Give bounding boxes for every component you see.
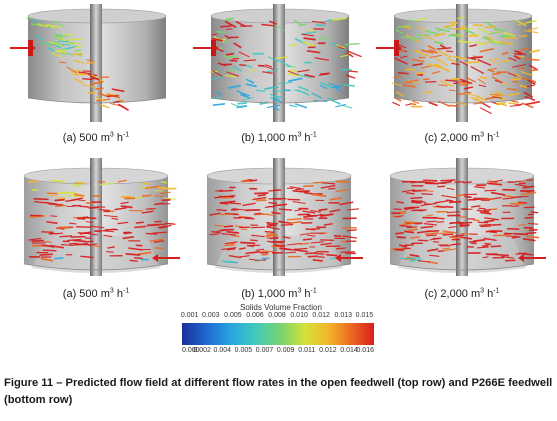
feedwell-render-open-1000 <box>193 4 362 122</box>
legend-tick: 0.002 <box>193 347 211 354</box>
legend-ticks-top: 0.001 0.003 0.005 0.006 0.008 0.010 0.01… <box>180 312 374 322</box>
caption-top-a: (a) 500 m3 h-1 <box>62 131 130 144</box>
legend-tick: 0.001 <box>180 312 199 319</box>
caption-bot-a: (a) 500 m3 h-1 <box>62 287 130 300</box>
caption-bot-c: (c) 2,000 m3 h-1 <box>424 287 500 300</box>
legend-tick: 0.008 <box>268 312 286 319</box>
feedwell-render-p266e-2000 <box>389 158 546 276</box>
panel-p266e-1000 <box>193 158 365 282</box>
legend-tick: 0.007 <box>255 347 274 354</box>
legend-tick: 0.012 <box>319 347 337 354</box>
legend-tick: 0.016 <box>356 347 374 354</box>
legend-tick: 0.000 <box>182 347 200 354</box>
color-scale-bar <box>182 323 374 345</box>
legend-tick: 0.013 <box>334 312 353 319</box>
legend-title: Solids Volume Fraction <box>240 303 322 312</box>
legend-tick: 0.003 <box>202 312 220 319</box>
feedwell-render-open-500 <box>10 4 167 122</box>
caption-top-b: (b) 1,000 m3 h-1 <box>241 131 317 144</box>
legend-tick: 0.012 <box>312 312 330 319</box>
feedwell-render-p266e-500 <box>23 158 180 276</box>
legend-ticks-bottom: 0.000 0.002 0.004 0.005 0.007 0.009 0.01… <box>182 347 374 357</box>
feedwell-render-p266e-1000 <box>206 158 363 276</box>
panel-p266e-2000 <box>376 158 548 282</box>
legend-tick: 0.011 <box>298 347 316 354</box>
solids-fraction-legend: Solids Volume Fraction 0.001 0.003 0.005… <box>180 303 374 357</box>
legend-tick: 0.010 <box>290 312 308 319</box>
caption-bot-b: (b) 1,000 m3 h-1 <box>241 287 317 300</box>
legend-tick: 0.005 <box>234 347 253 354</box>
legend-tick: 0.006 <box>246 312 264 319</box>
legend-tick: 0.005 <box>224 312 242 319</box>
caption-top-c: (c) 2,000 m3 h-1 <box>424 131 500 144</box>
panel-open-2000 <box>376 4 548 128</box>
panel-open-1000 <box>193 4 365 128</box>
feedwell-render-open-2000 <box>376 4 541 122</box>
panel-p266e-500 <box>10 158 182 282</box>
legend-tick: 0.004 <box>213 347 232 354</box>
figure-caption: Figure 11 – Predicted flow field at diff… <box>4 377 553 406</box>
legend-tick: 0.009 <box>276 347 295 354</box>
legend-tick: 0.015 <box>355 312 374 319</box>
legend-tick: 0.014 <box>340 347 358 354</box>
panel-open-500 <box>10 4 182 128</box>
